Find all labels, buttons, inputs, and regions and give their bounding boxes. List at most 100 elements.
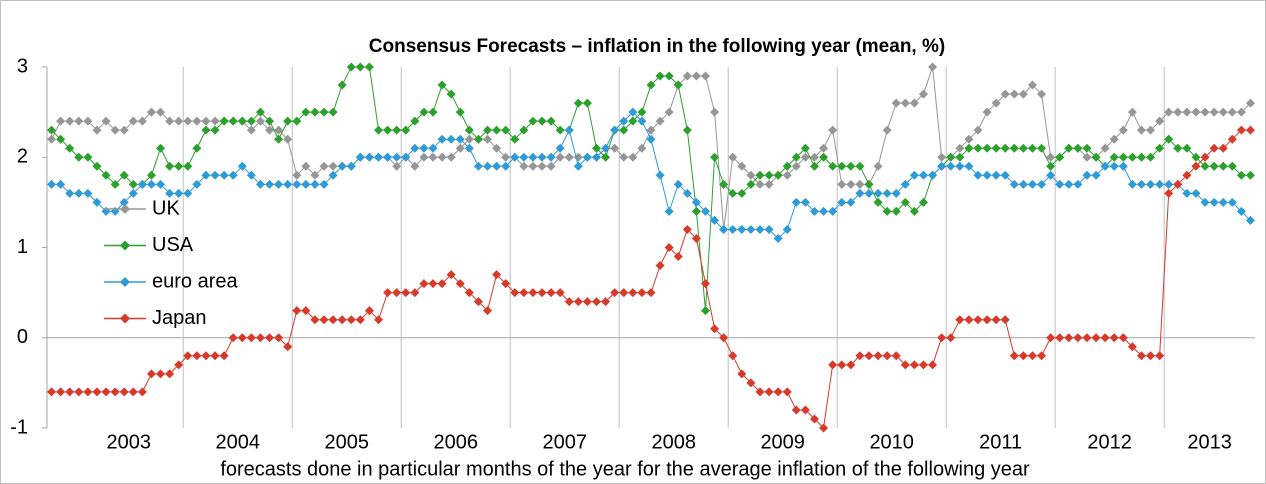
data-point — [637, 116, 647, 126]
data-point — [973, 143, 983, 153]
data-point — [165, 369, 175, 379]
data-point — [1064, 143, 1074, 153]
data-point — [546, 161, 556, 171]
data-point — [846, 197, 856, 207]
data-point — [1245, 125, 1255, 135]
data-point — [746, 224, 756, 234]
data-point — [47, 179, 57, 189]
x-tick-label: 2009 — [760, 431, 805, 453]
data-point — [1155, 179, 1165, 189]
data-point — [401, 152, 411, 162]
data-point — [292, 116, 302, 126]
data-point — [464, 125, 474, 135]
data-point — [210, 170, 220, 180]
data-point — [1055, 333, 1065, 343]
data-point — [655, 170, 665, 180]
data-point — [1227, 107, 1237, 117]
data-point — [1037, 179, 1047, 189]
data-point — [918, 89, 928, 99]
data-point — [937, 333, 947, 343]
data-point — [128, 116, 138, 126]
data-point — [737, 369, 747, 379]
data-point — [537, 161, 547, 171]
x-tick-label: 2003 — [106, 431, 151, 453]
data-point — [310, 107, 320, 117]
data-point — [819, 206, 829, 216]
data-point — [800, 405, 810, 415]
data-point — [846, 360, 856, 370]
data-point — [946, 152, 956, 162]
data-point — [855, 351, 865, 361]
data-point — [246, 116, 256, 126]
data-point — [92, 125, 102, 135]
data-point — [773, 387, 783, 397]
data-point — [246, 125, 256, 135]
data-point — [619, 152, 629, 162]
data-point — [691, 233, 701, 243]
data-point — [900, 98, 910, 108]
data-point — [292, 179, 302, 189]
data-point — [237, 116, 247, 126]
data-point — [900, 197, 910, 207]
data-point — [955, 315, 965, 325]
data-point — [964, 134, 974, 144]
data-point — [1200, 197, 1210, 207]
data-point — [473, 297, 483, 307]
data-point — [1100, 143, 1110, 153]
data-point — [128, 188, 138, 198]
data-point — [128, 387, 138, 397]
data-point — [764, 179, 774, 189]
data-point — [782, 170, 792, 180]
data-point — [1018, 351, 1028, 361]
data-point — [201, 125, 211, 135]
data-point — [110, 387, 120, 397]
data-point — [355, 152, 365, 162]
data-point — [419, 152, 429, 162]
data-point — [237, 161, 247, 171]
data-point — [328, 315, 338, 325]
data-point — [392, 125, 402, 135]
data-point — [174, 360, 184, 370]
data-point — [991, 98, 1001, 108]
x-tick-label: 2012 — [1087, 431, 1132, 453]
data-point — [1227, 197, 1237, 207]
data-point — [165, 116, 175, 126]
data-point — [1155, 116, 1165, 126]
data-point — [428, 107, 438, 117]
data-point — [374, 125, 384, 135]
data-point — [192, 143, 202, 153]
data-point — [737, 161, 747, 171]
y-tick-label: -1 — [10, 416, 28, 438]
x-tick-label: 2004 — [215, 431, 260, 453]
data-point — [1191, 188, 1201, 198]
data-point — [473, 161, 483, 171]
data-point — [673, 252, 683, 262]
data-point — [228, 170, 238, 180]
data-point — [864, 179, 874, 189]
data-point — [955, 152, 965, 162]
data-point — [682, 224, 692, 234]
data-point — [873, 351, 883, 361]
data-point — [337, 315, 347, 325]
data-point — [873, 197, 883, 207]
data-point — [755, 179, 765, 189]
data-point — [446, 152, 456, 162]
data-point — [364, 62, 374, 72]
data-point — [955, 161, 965, 171]
data-point — [492, 161, 502, 171]
data-point — [410, 288, 420, 298]
data-point — [119, 197, 129, 207]
data-point — [246, 333, 256, 343]
data-point — [392, 161, 402, 171]
data-point — [483, 161, 493, 171]
data-point — [864, 351, 874, 361]
data-point — [1236, 125, 1246, 135]
data-point — [1218, 197, 1228, 207]
data-point — [700, 306, 710, 316]
data-point — [1209, 107, 1219, 117]
data-point — [710, 107, 720, 117]
data-point — [510, 134, 520, 144]
data-point — [455, 143, 465, 153]
